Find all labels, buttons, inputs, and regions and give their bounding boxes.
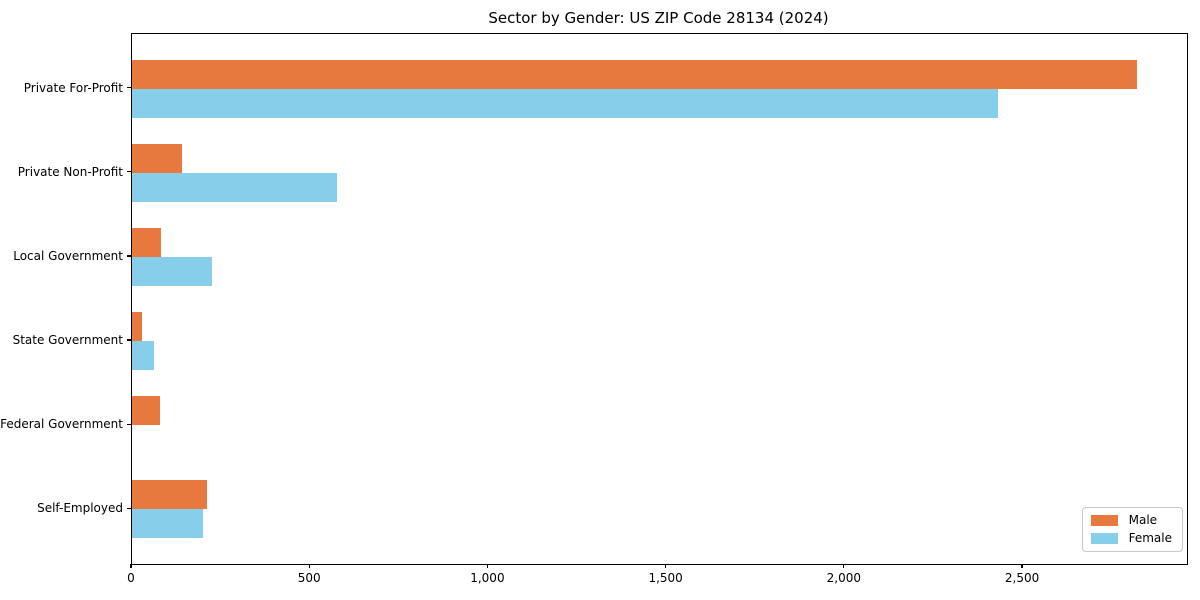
y-tick-label: Private For-Profit (23, 80, 123, 95)
bar-female-self-employed (132, 509, 203, 539)
x-tick-mark (1021, 564, 1023, 568)
legend-item-male: Male (1090, 513, 1172, 527)
y-tick-label: Self-Employed (37, 501, 123, 516)
y-tick-mark (127, 87, 131, 89)
bar-male-state-government (132, 312, 142, 342)
x-tick-label: 2,000 (826, 571, 862, 585)
bar-male-private-non-profit (132, 143, 182, 173)
x-tick-mark (308, 564, 310, 568)
bar-male-local-government (132, 227, 162, 257)
bar-female-local-government (132, 256, 212, 286)
x-tick-mark (486, 564, 488, 568)
y-tick-label: Local Government (13, 248, 123, 263)
y-tick-label: Private Non-Profit (17, 164, 123, 179)
y-tick-label: State Government (12, 333, 123, 348)
y-axis-labels: Private For-Profit Private Non-Profit Loca… (0, 33, 123, 563)
x-tick-label: 2,500 (1004, 571, 1040, 585)
x-tick-mark (665, 564, 667, 568)
legend: Male Female (1081, 507, 1183, 552)
legend-item-female: Female (1090, 531, 1172, 545)
y-tick-mark (127, 507, 131, 509)
plot-area: Male Female (131, 33, 1188, 565)
bar-male-federal-government (132, 396, 160, 426)
bar-female-private-for-profit (132, 88, 999, 118)
y-tick-mark (127, 171, 131, 173)
legend-label-male: Male (1128, 513, 1158, 527)
x-tick-mark (130, 564, 132, 568)
x-tick-label: 0 (127, 571, 135, 585)
x-tick-label: 500 (297, 571, 321, 585)
x-tick-label: 1,000 (470, 571, 505, 585)
bar-male-private-for-profit (132, 59, 1138, 89)
y-tick-mark (127, 339, 131, 341)
y-tick-mark (127, 255, 131, 257)
x-tick-mark (843, 564, 845, 568)
legend-label-female: Female (1128, 531, 1172, 545)
x-tick-label: 1,500 (648, 571, 683, 585)
y-tick-mark (127, 423, 131, 425)
bar-female-private-non-profit (132, 172, 337, 202)
legend-swatch-male (1090, 515, 1118, 526)
legend-swatch-female (1090, 533, 1118, 544)
bar-female-state-government (132, 341, 154, 371)
y-tick-label: Federal Government (0, 417, 123, 432)
chart-title: Sector by Gender: US ZIP Code 28134 (202… (488, 9, 829, 27)
bar-male-self-employed (132, 480, 207, 510)
